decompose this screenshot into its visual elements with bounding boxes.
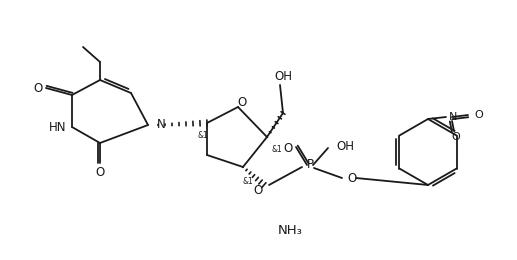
Text: &1: &1 [271, 145, 282, 153]
Text: O: O [95, 166, 104, 179]
Text: &1: &1 [242, 177, 253, 185]
Text: N: N [157, 118, 166, 131]
Text: O: O [347, 172, 356, 185]
Text: O: O [34, 81, 42, 94]
Text: NH₃: NH₃ [278, 224, 302, 237]
Text: HN: HN [49, 120, 67, 133]
Text: O: O [283, 142, 293, 155]
Text: OH: OH [274, 69, 292, 82]
Text: O: O [253, 185, 263, 198]
Text: P: P [307, 159, 313, 172]
Text: &1: &1 [197, 132, 208, 140]
Text: O: O [474, 110, 483, 120]
Text: O: O [452, 132, 460, 142]
Text: O: O [237, 95, 247, 108]
Text: OH: OH [336, 140, 354, 153]
Text: N: N [449, 112, 458, 122]
